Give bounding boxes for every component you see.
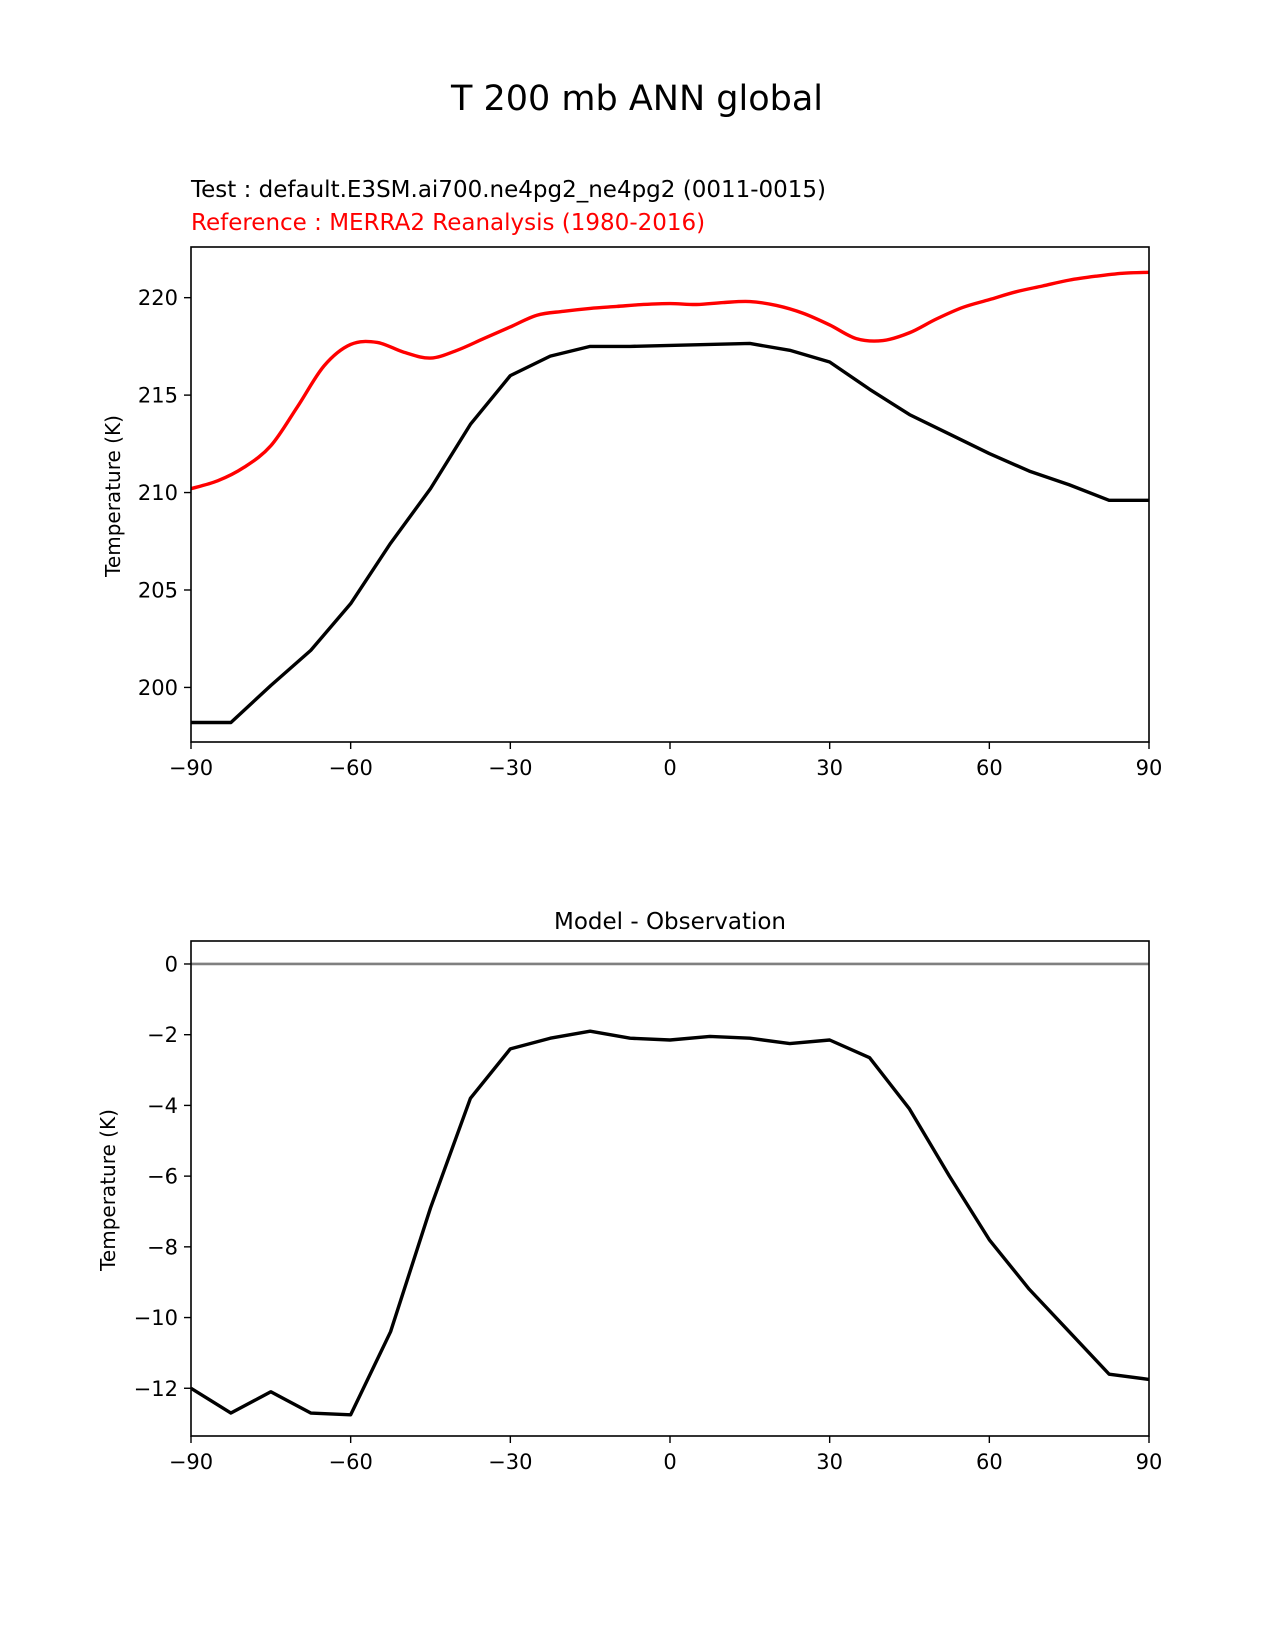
bottom-x-tick-label: 90: [1136, 1450, 1163, 1474]
top-x-tick-label: −30: [488, 756, 532, 780]
top-y-tick-label: 200: [138, 676, 178, 700]
bottom-series-difference: [191, 1029, 1149, 1417]
top-x-tick-label: 0: [663, 756, 676, 780]
figure-title: T 200 mb ANN global: [450, 79, 823, 119]
top-x-tick-label: 60: [976, 756, 1003, 780]
test-label: Test : default.E3SM.ai700.ne4pg2_ne4pg2 …: [190, 177, 826, 203]
reference-label: Reference : MERRA2 Reanalysis (1980-2016…: [191, 210, 705, 236]
top-axes-frame: [190, 246, 1150, 743]
bottom-title: Model - Observation: [554, 909, 786, 935]
bottom-y-tick-label: −6: [147, 1165, 178, 1189]
bottom-y-tick-label: −2: [147, 1023, 178, 1047]
top-series-test: [191, 341, 1149, 725]
bottom-y-tick-label: −12: [134, 1377, 178, 1401]
top-x-tick-label: −60: [329, 756, 373, 780]
top-plot-area: −90 −60 −30 0 30 60 90 200 205 210 215 220: [138, 270, 1163, 780]
bottom-x-tick-label: 30: [816, 1450, 843, 1474]
top-y-tick-label: 210: [138, 481, 178, 505]
bottom-x-tick-label: 0: [663, 1450, 676, 1474]
bottom-x-tick-label: −90: [169, 1450, 213, 1474]
bottom-plot-area: −90 −60 −30 0 30 60 90 0 −2 −4 −6 −8 −10 −12: [134, 952, 1163, 1474]
bottom-y-tick-label: 0: [165, 952, 178, 976]
bottom-x-tick-label: −30: [488, 1450, 532, 1474]
bottom-x-tick-label: 60: [976, 1450, 1003, 1474]
bottom-axes-frame: [190, 940, 1150, 1437]
bottom-panel: Model - Observation Temperature (K) −90−…: [96, 909, 1162, 1474]
top-series-reference: [191, 270, 1149, 491]
top-y-tick-label: 205: [138, 578, 178, 602]
top-x-tick-label: −90: [169, 756, 213, 780]
bottom-y-tick-label: −4: [147, 1094, 178, 1118]
bottom-x-tick-label: −60: [329, 1450, 373, 1474]
top-y-tick-label: 220: [138, 286, 178, 310]
top-x-tick-label: 90: [1136, 756, 1163, 780]
bottom-y-axis-label: Temperature (K): [96, 1109, 120, 1272]
top-y-axis-label: Temperature (K): [101, 415, 125, 578]
bottom-y-tick-label: −8: [147, 1235, 178, 1259]
top-x-tick-label: 30: [816, 756, 843, 780]
top-panel: Test : default.E3SM.ai700.ne4pg2_ne4pg2 …: [101, 177, 1162, 780]
top-y-tick-label: 215: [138, 384, 178, 408]
bottom-y-tick-label: −10: [134, 1306, 178, 1330]
